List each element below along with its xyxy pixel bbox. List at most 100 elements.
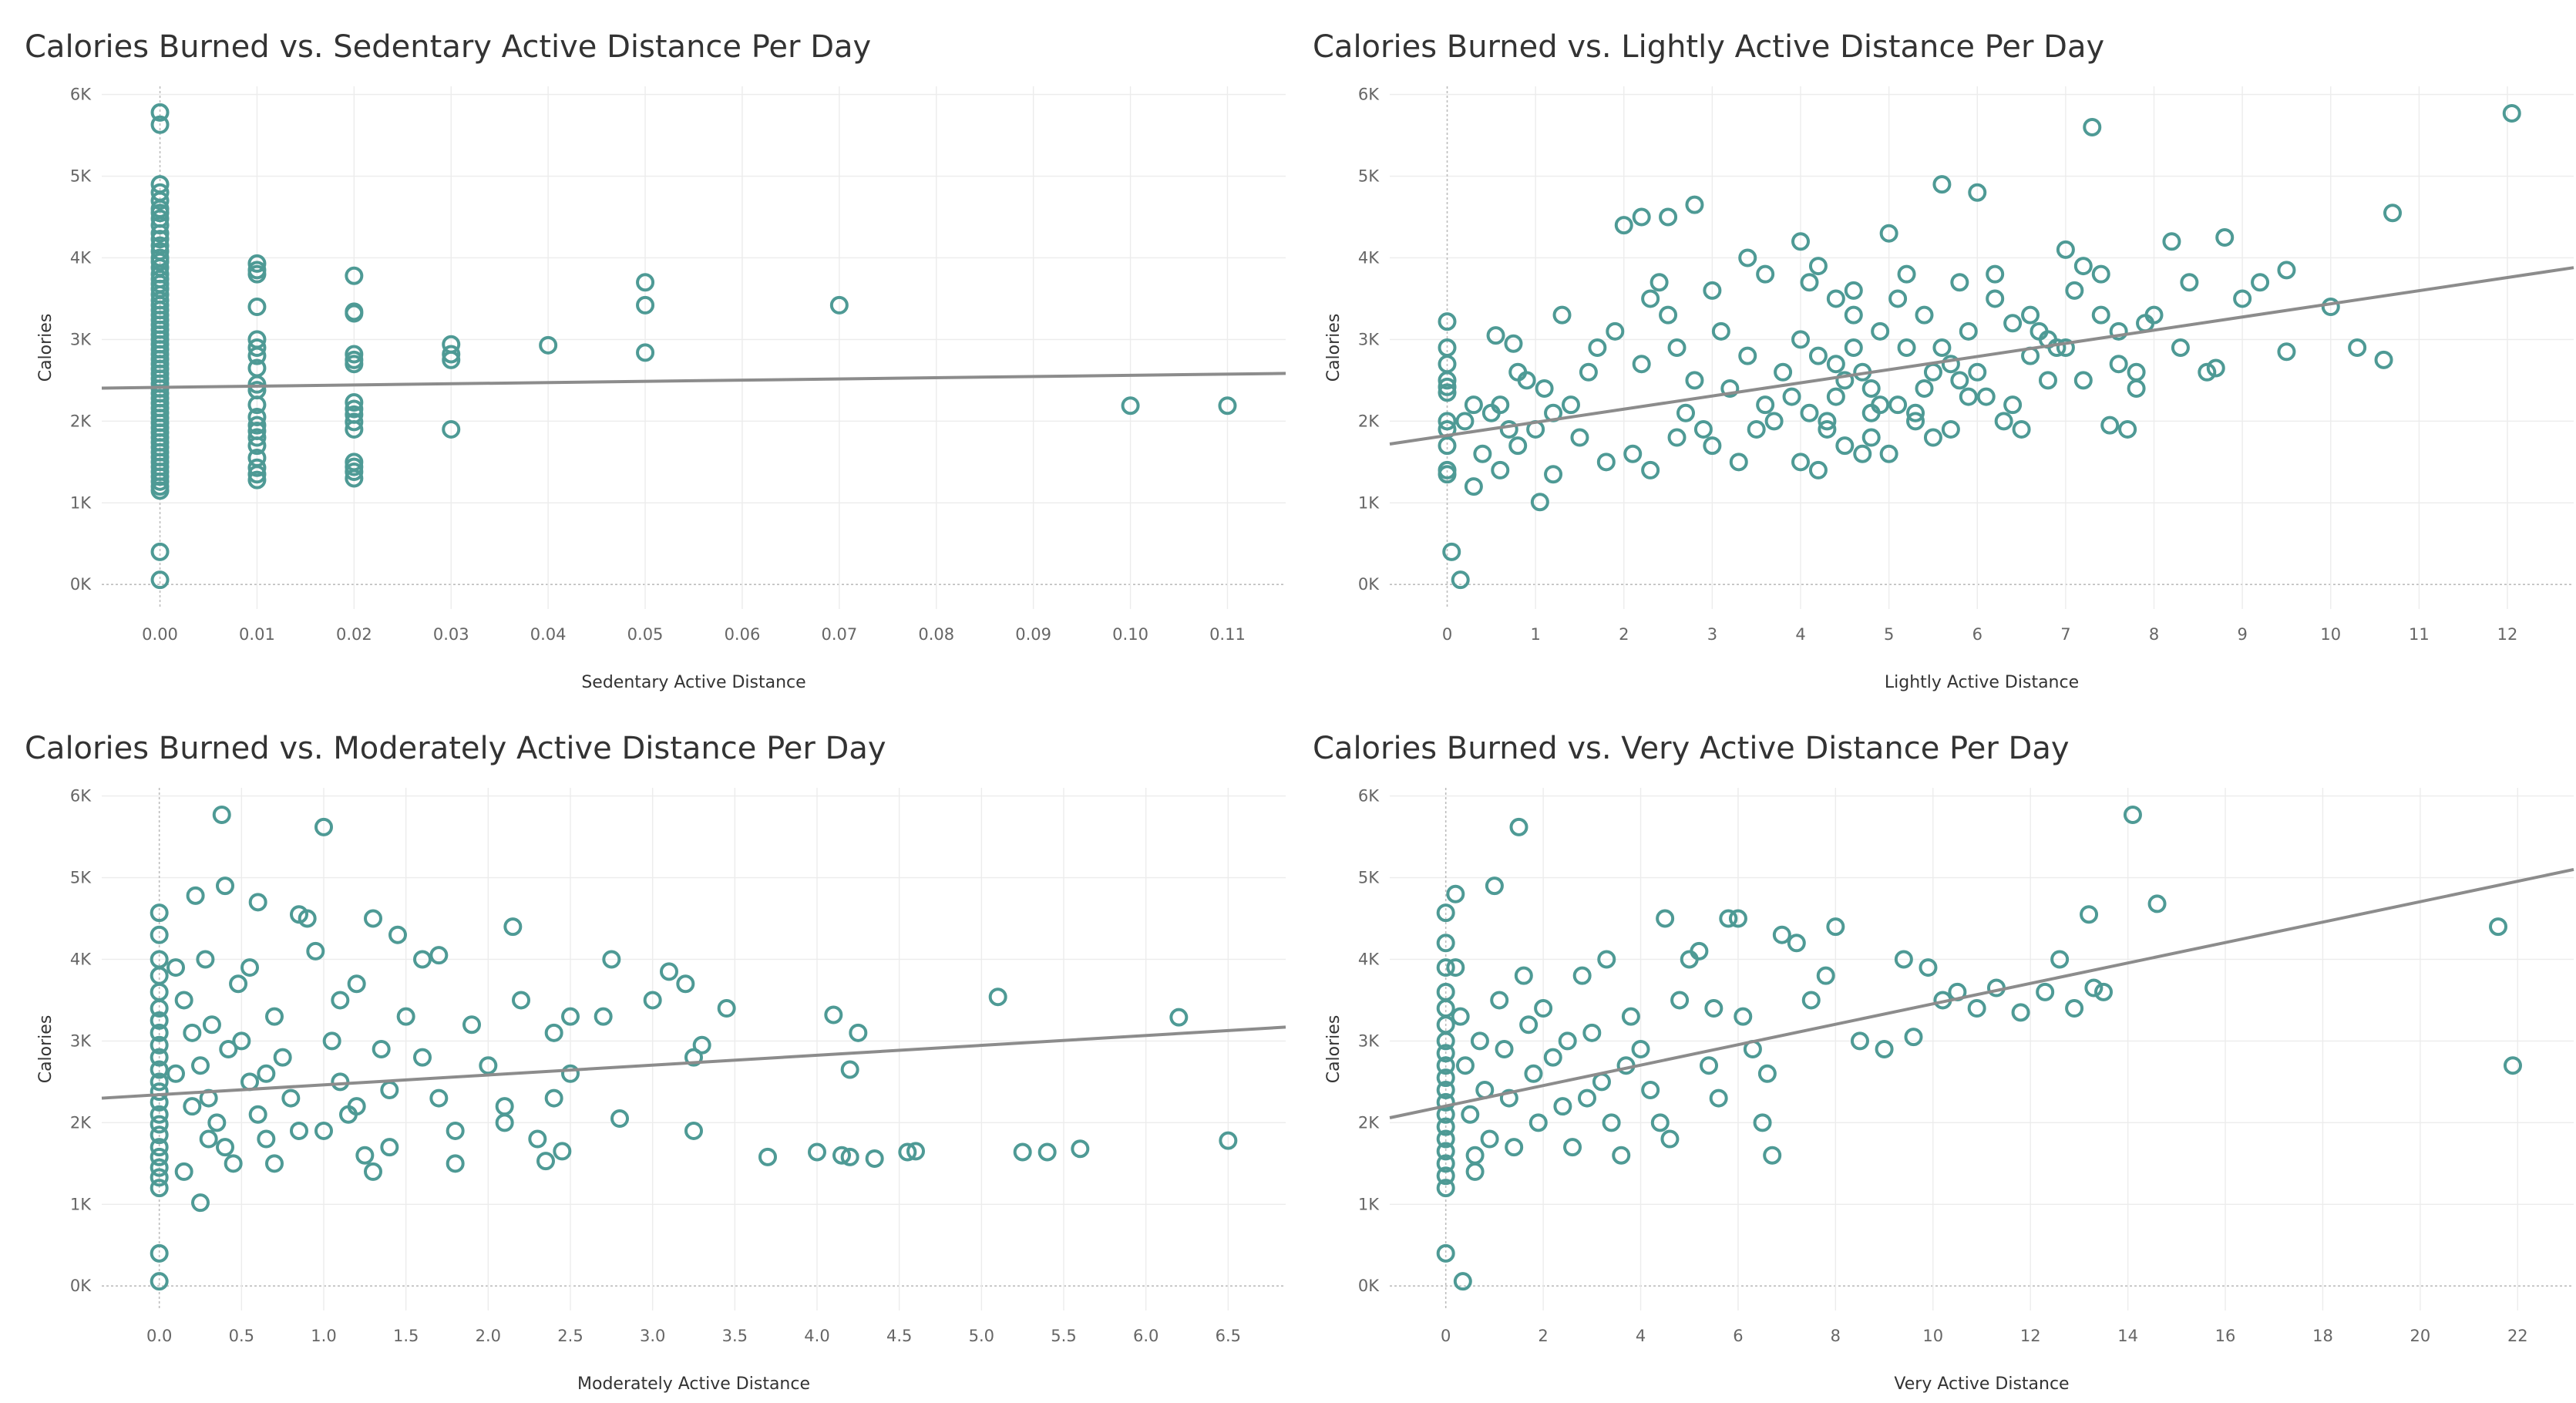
data-point: [150, 1168, 169, 1187]
data-point: [364, 909, 382, 928]
data-point: [186, 886, 205, 905]
data-point: [1530, 493, 1549, 512]
data-point: [1451, 570, 1470, 590]
data-point: [1826, 355, 1845, 374]
data-point: [1757, 1064, 1777, 1083]
data-point: [2021, 305, 2040, 325]
data-point: [1553, 1097, 1572, 1116]
data-point: [150, 1072, 169, 1092]
data-point: [1436, 1092, 1455, 1112]
data-point: [1808, 460, 1828, 479]
data-points: [150, 103, 1237, 590]
data-point: [1656, 909, 1675, 928]
data-point: [247, 264, 267, 284]
data-point: [199, 1129, 218, 1149]
data-point: [150, 542, 170, 561]
x-tick-label: 14: [2117, 1327, 2138, 1345]
data-point: [2147, 894, 2167, 913]
grid-lines: [102, 788, 1286, 1310]
data-point: [1436, 958, 1455, 977]
data-point: [495, 1113, 514, 1132]
data-point: [1816, 966, 1835, 985]
chart-panel-lightly: Calories Burned vs. Lightly Active Dista…: [1288, 0, 2576, 702]
data-point: [2036, 982, 2055, 1001]
data-point: [1558, 1031, 1577, 1051]
y-tick-label: 4K: [1358, 950, 1380, 968]
data-point: [232, 1031, 251, 1051]
data-point: [643, 991, 662, 1010]
data-point: [1485, 876, 1504, 896]
data-points: [150, 805, 1238, 1291]
data-point: [1704, 999, 1723, 1018]
data-point: [1756, 264, 1775, 284]
data-point: [1791, 453, 1811, 472]
x-tick-label: 0.08: [918, 625, 954, 644]
data-point: [396, 1007, 415, 1026]
data-point: [1676, 403, 1695, 422]
data-point: [247, 375, 267, 394]
data-point: [553, 1142, 572, 1161]
data-point: [1473, 444, 1492, 463]
data-point: [1446, 958, 1465, 977]
data-point: [174, 1162, 193, 1181]
x-tick-label: 2.5: [557, 1327, 583, 1345]
x-tick-label: 5.0: [969, 1327, 994, 1345]
data-point: [183, 1023, 202, 1042]
data-point: [150, 1082, 169, 1102]
y-tick-label: 2K: [70, 412, 92, 430]
x-tick-label: 0.01: [239, 625, 275, 644]
x-tick-label: 16: [2215, 1327, 2236, 1345]
data-point: [2038, 371, 2057, 390]
data-point: [1218, 396, 1237, 416]
data-point: [314, 1121, 333, 1140]
data-point: [345, 469, 364, 488]
data-point: [2206, 358, 2225, 378]
data-point: [1986, 289, 2005, 308]
data-point: [528, 1129, 547, 1149]
data-point: [1738, 248, 1757, 267]
data-point: [636, 295, 655, 315]
data-point: [1906, 412, 1925, 431]
data-point: [840, 1060, 859, 1079]
data-point: [1774, 362, 1793, 382]
data-point: [229, 974, 248, 994]
x-tick-label: 12: [2497, 625, 2518, 644]
data-point: [2080, 905, 2099, 924]
data-point: [1835, 371, 1855, 390]
data-point: [1495, 1040, 1514, 1058]
data-point: [150, 481, 170, 500]
data-point: [1826, 387, 1845, 406]
data-point: [2109, 321, 2128, 341]
data-point: [1685, 195, 1704, 214]
data-point: [1756, 395, 1775, 415]
data-point: [1464, 477, 1483, 496]
data-point: [1486, 326, 1505, 345]
data-point: [1844, 281, 1863, 300]
data-point: [1504, 334, 1523, 353]
data-point: [150, 224, 170, 243]
data-point: [1632, 207, 1651, 227]
data-point: [1835, 436, 1855, 456]
data-point: [758, 1147, 777, 1166]
data-point: [1623, 444, 1643, 463]
data-point: [1659, 305, 1678, 325]
data-point: [1787, 934, 1806, 953]
x-tick-label: 9: [2237, 625, 2247, 644]
data-point: [1588, 338, 1607, 357]
x-tick-label: 0.06: [725, 625, 761, 644]
data-point: [1747, 419, 1766, 439]
data-point: [1436, 1179, 1455, 1198]
data-point: [345, 266, 364, 285]
data-point: [1121, 396, 1140, 416]
data-point: [150, 1158, 169, 1177]
data-point: [212, 805, 231, 824]
x-tick-label: 6: [1972, 625, 1982, 644]
data-point: [1818, 419, 1837, 439]
x-tick-label: 2: [1619, 625, 1629, 644]
data-point: [2065, 999, 2084, 1018]
data-point: [1915, 305, 1934, 325]
data-point: [1508, 436, 1528, 456]
data-point: [2011, 1003, 2030, 1022]
y-tick-label: 0K: [70, 575, 92, 594]
data-point: [1959, 387, 1978, 406]
